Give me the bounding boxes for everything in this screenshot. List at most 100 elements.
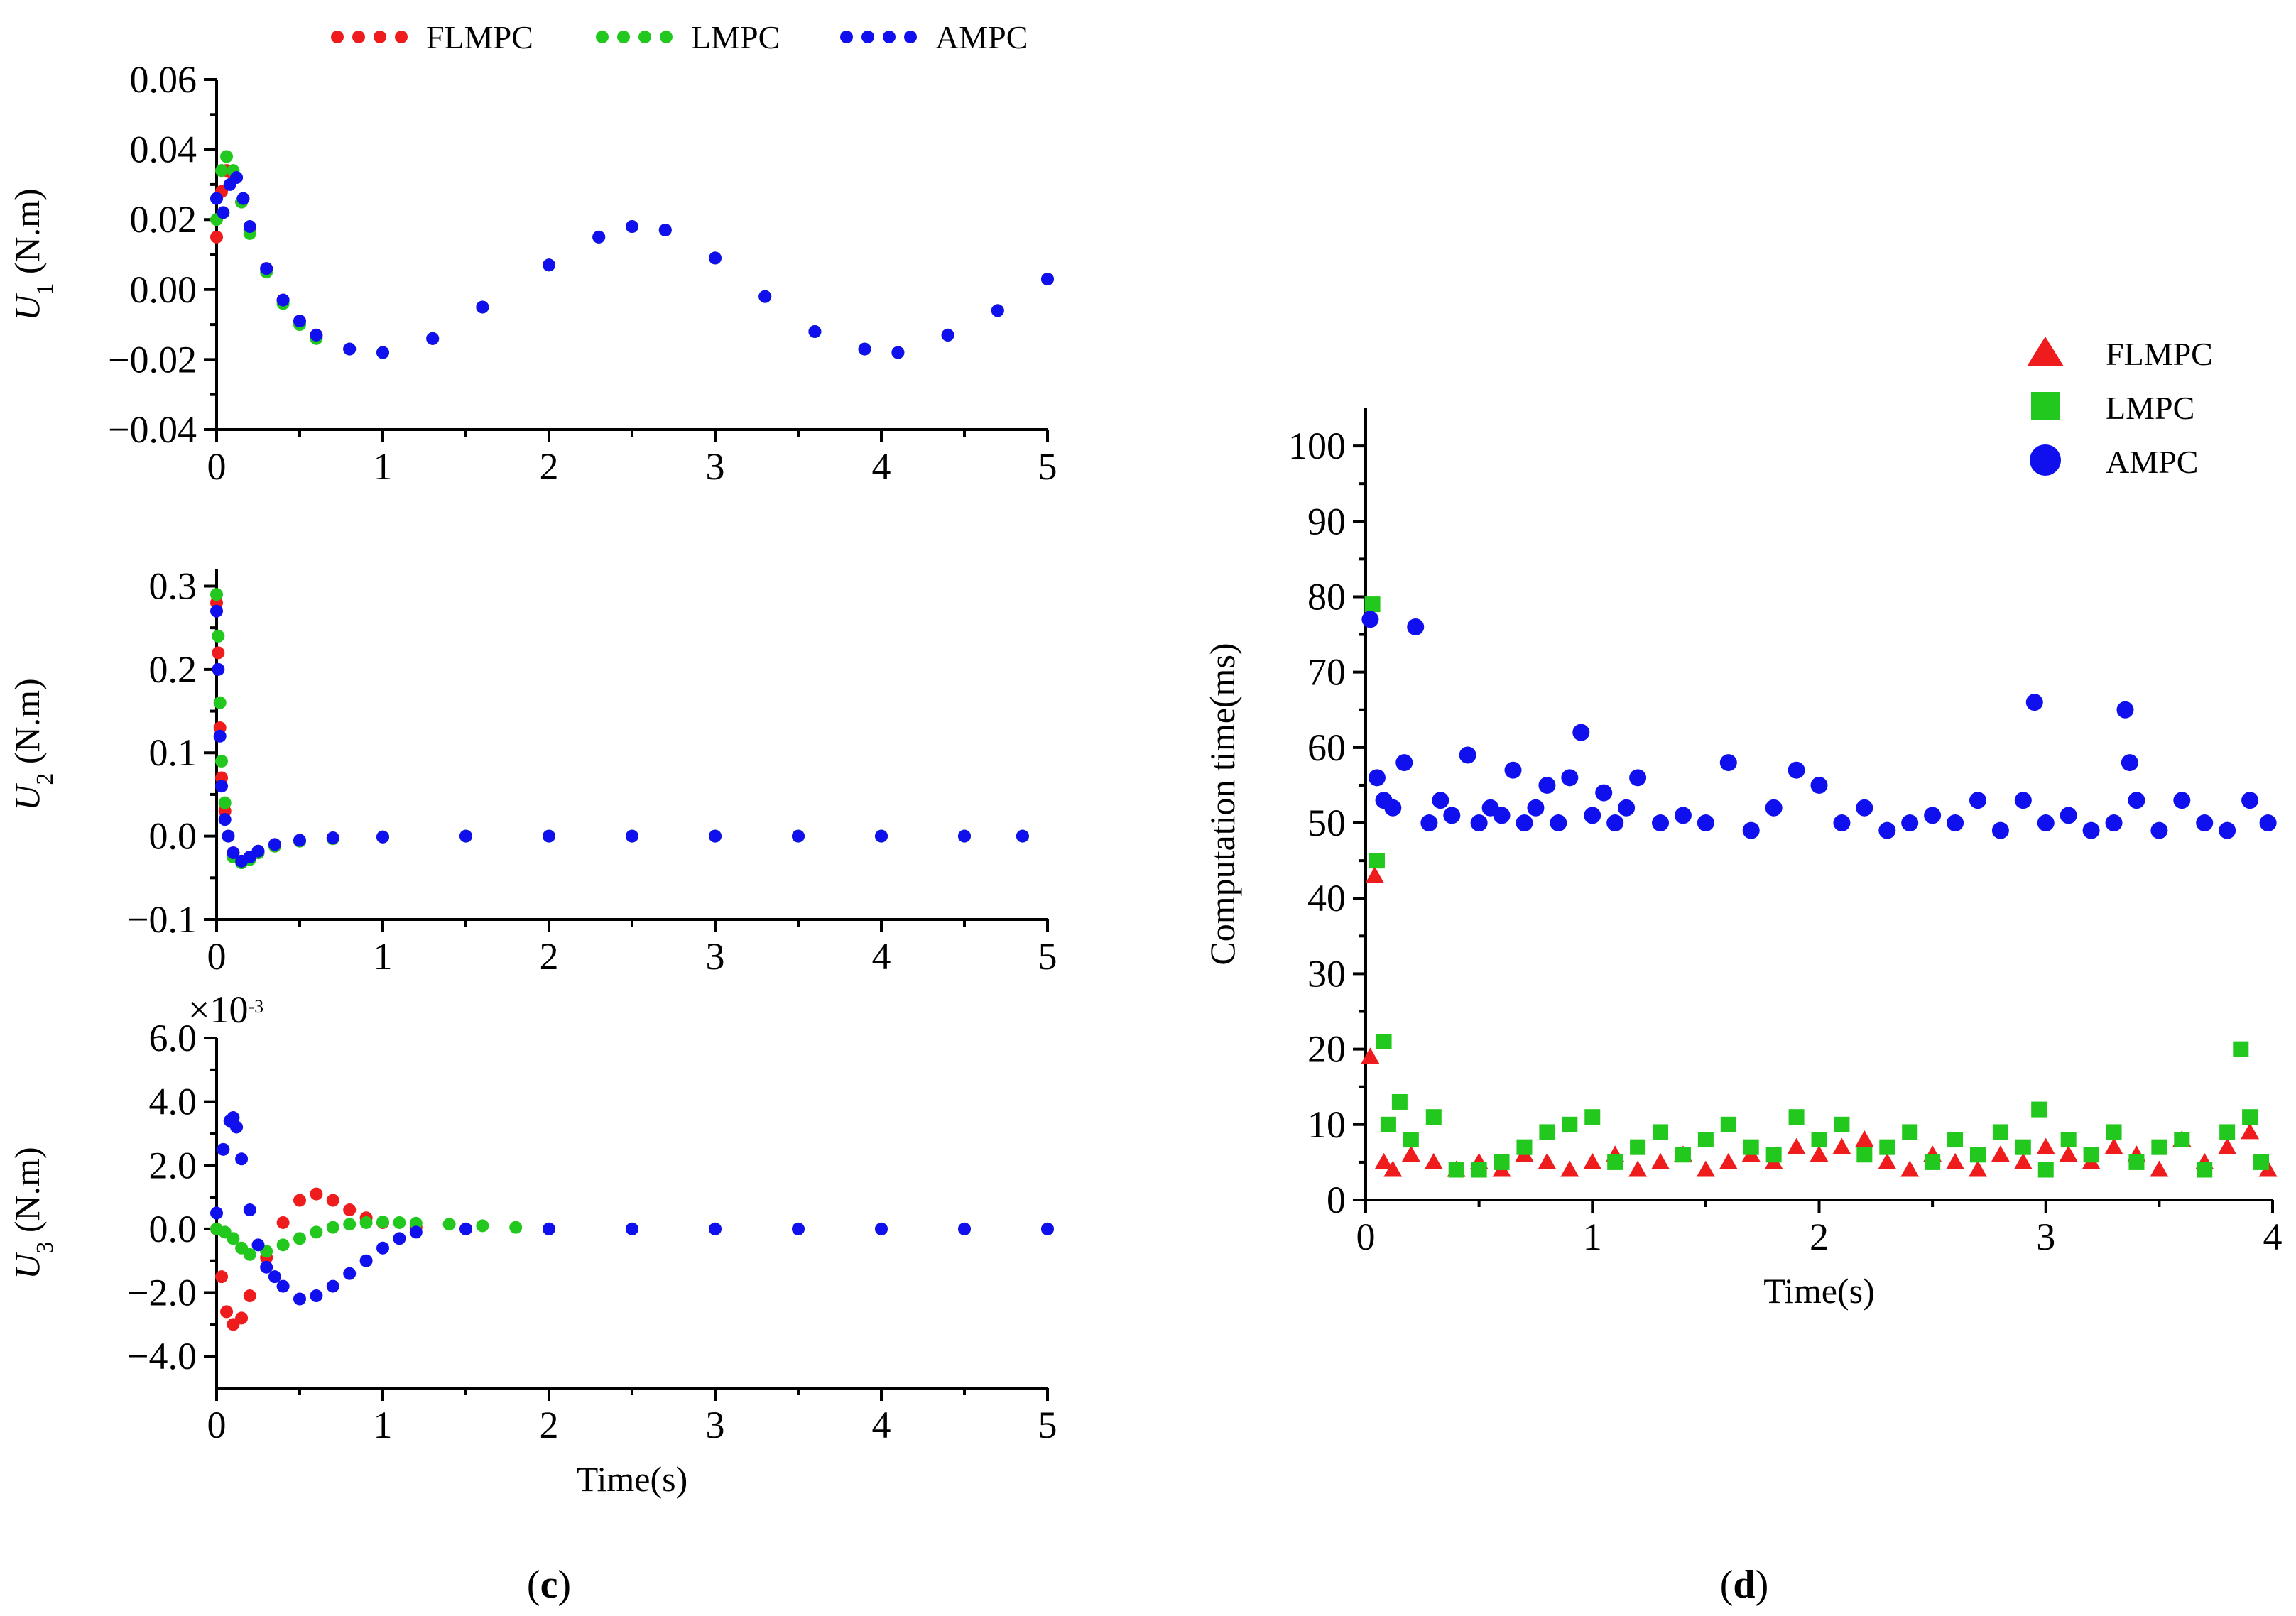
data-point-ampc <box>2025 694 2043 711</box>
y-tick-label: −0.02 <box>108 338 197 381</box>
series-lmpc <box>1364 596 2270 1178</box>
data-point-ampc <box>1969 792 1986 809</box>
data-point-ampc <box>891 346 905 359</box>
x-tick-label: 2 <box>1810 1216 1829 1258</box>
y-tick-label: 10 <box>1307 1103 1346 1146</box>
data-point-ampc <box>476 300 489 314</box>
data-point-ampc <box>2173 792 2191 809</box>
data-point-flmpc <box>2150 1160 2169 1177</box>
data-point-ampc <box>709 251 722 265</box>
data-point-ampc <box>2014 792 2032 809</box>
data-point-lmpc <box>1425 1109 1442 1125</box>
data-point-lmpc <box>2242 1109 2258 1125</box>
legend-marker-ampc <box>904 31 917 43</box>
data-point-flmpc <box>1878 1152 1897 1169</box>
data-point-ampc <box>1901 814 1919 832</box>
data-point-lmpc <box>1788 1109 1805 1125</box>
data-point-ampc <box>1606 814 1624 832</box>
data-point-ampc <box>2105 814 2123 832</box>
y-axis-title-subscript: 3 <box>32 1242 58 1254</box>
x-tick-label: 2 <box>540 935 559 978</box>
data-point-ampc <box>1674 807 1692 824</box>
y-axis-title: Computation time(ms) <box>1202 643 1242 965</box>
data-point-lmpc <box>2219 1124 2236 1140</box>
data-point-ampc <box>459 829 472 843</box>
data-point-lmpc <box>2015 1139 2031 1155</box>
data-point-ampc <box>217 1142 230 1156</box>
data-point-ampc <box>1432 792 1449 809</box>
data-point-ampc <box>251 844 265 858</box>
data-point-ampc <box>1991 821 2009 839</box>
data-point-ampc <box>1493 807 1511 824</box>
data-point-lmpc <box>1834 1116 1850 1132</box>
data-point-lmpc <box>212 629 225 643</box>
series-lmpc <box>210 1216 1054 1261</box>
data-point-ampc <box>393 1232 406 1245</box>
data-point-flmpc <box>210 230 223 244</box>
data-point-lmpc <box>2083 1147 2099 1163</box>
data-point-ampc <box>217 206 230 219</box>
legend-label-ampc: AMPC <box>935 19 1028 55</box>
data-point-ampc <box>310 1289 323 1303</box>
data-point-lmpc <box>227 1232 240 1245</box>
y-axis-title: U3 (N.m) <box>7 1147 58 1279</box>
data-point-ampc <box>293 1292 306 1306</box>
legend-marker-lmpc <box>638 31 651 43</box>
data-point-ampc <box>210 1206 223 1220</box>
data-point-lmpc <box>476 1219 489 1233</box>
data-point-ampc <box>792 829 805 843</box>
data-point-lmpc <box>1562 1116 1578 1132</box>
data-point-flmpc <box>293 1194 306 1207</box>
series-flmpc <box>210 596 1029 868</box>
y-tick-label: 0.2 <box>149 648 197 691</box>
data-point-ampc <box>709 829 722 843</box>
legend-marker-flmpc <box>2027 337 2064 366</box>
data-point-ampc <box>276 1279 290 1293</box>
data-point-flmpc <box>1401 1145 1420 1162</box>
data-point-lmpc <box>2197 1162 2213 1178</box>
data-point-flmpc <box>1855 1130 1874 1147</box>
data-point-ampc <box>1856 799 1873 817</box>
x-tick-label: 3 <box>706 1404 725 1446</box>
panel-label-c-letter: c <box>540 1563 558 1607</box>
data-point-flmpc <box>1560 1160 1579 1177</box>
data-point-ampc <box>858 342 871 356</box>
y-tick-label: 90 <box>1307 500 1346 542</box>
data-point-flmpc <box>2218 1137 2237 1154</box>
legend-marker-ampc <box>861 31 874 43</box>
series-flmpc <box>210 164 1054 359</box>
data-point-lmpc <box>1879 1139 1895 1155</box>
data-point-lmpc <box>1448 1162 1464 1178</box>
data-point-ampc <box>227 846 240 860</box>
data-point-lmpc <box>509 1221 523 1234</box>
data-point-ampc <box>1041 273 1054 286</box>
y-tick-label: 0.00 <box>130 268 197 311</box>
y-tick-label: 0 <box>1327 1179 1346 1221</box>
data-point-ampc <box>1407 618 1425 635</box>
data-point-lmpc <box>1902 1124 1918 1140</box>
data-point-ampc <box>1788 761 1805 779</box>
data-point-ampc <box>1629 769 1647 787</box>
data-point-ampc <box>1833 814 1851 832</box>
data-point-ampc <box>212 662 225 676</box>
data-point-ampc <box>2121 754 2138 772</box>
data-point-lmpc <box>293 1232 306 1245</box>
data-point-ampc <box>2150 821 2168 839</box>
chart-u2-panel: 0 1 2 3 4 50.30.20.10.0−0.1U2 (N.m) <box>7 564 1057 978</box>
x-axis-title: Time(s) <box>1763 1271 1875 1311</box>
data-point-ampc <box>1584 807 1601 824</box>
data-point-ampc <box>218 813 232 826</box>
data-point-lmpc <box>1516 1139 1533 1155</box>
legend-marker-ampc <box>883 31 896 43</box>
data-point-flmpc <box>1628 1160 1648 1177</box>
data-point-ampc <box>1618 799 1636 817</box>
legend-marker-flmpc <box>395 31 408 43</box>
data-point-ampc <box>1595 784 1613 802</box>
data-point-ampc <box>230 171 244 185</box>
x-tick-label: 1 <box>1583 1216 1602 1258</box>
data-point-flmpc <box>310 1187 323 1201</box>
data-point-ampc <box>2259 814 2277 832</box>
data-point-ampc <box>1368 769 1386 787</box>
data-point-ampc <box>222 829 235 843</box>
